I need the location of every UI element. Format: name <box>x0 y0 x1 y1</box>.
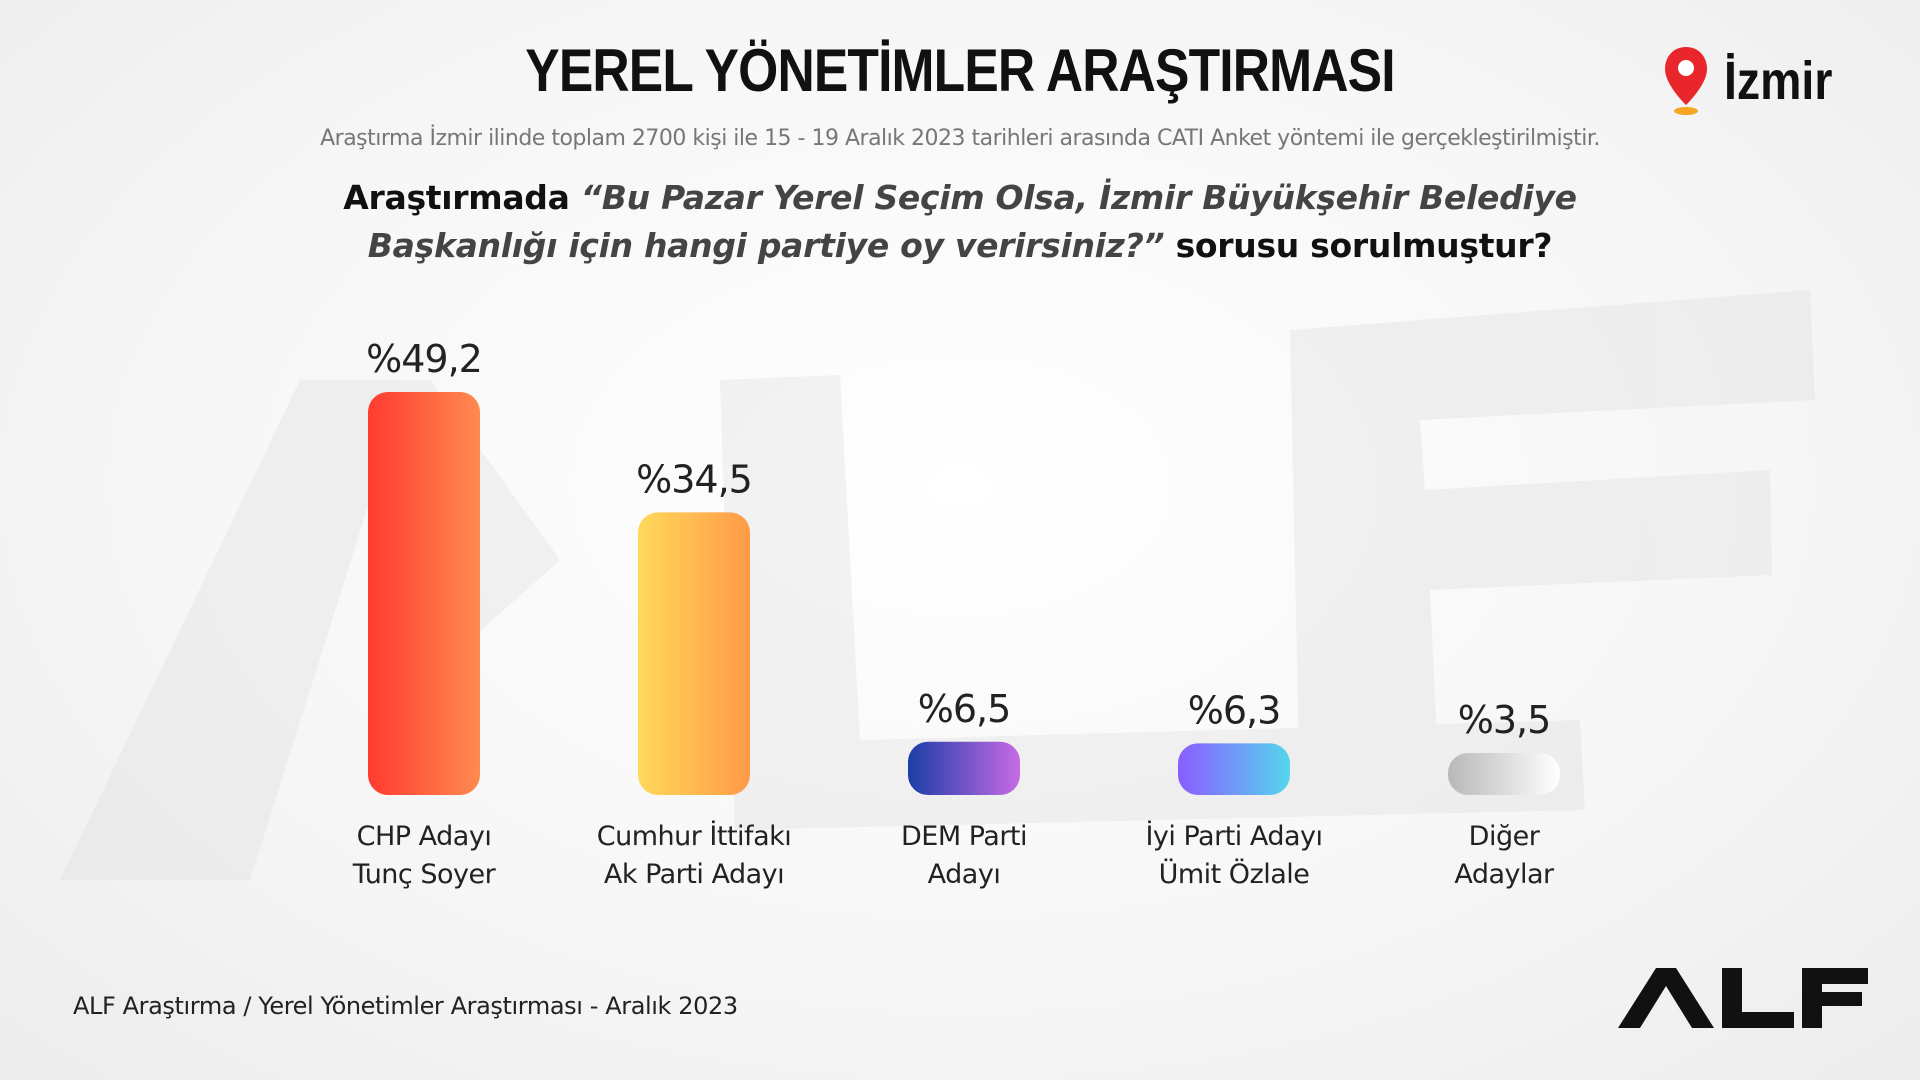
city-name: İzmir <box>1724 51 1833 111</box>
category-label-1-1: Ak Parti Adayı <box>604 859 784 890</box>
category-label-1-0: Cumhur İttifakı <box>597 820 792 852</box>
alf-logo <box>1618 968 1868 1028</box>
bar-0 <box>368 392 480 795</box>
city-badge: İzmir <box>1662 44 1850 118</box>
bar-4 <box>1448 753 1560 795</box>
survey-subtitle: Araştırma İzmir ilinde toplam 2700 kişi … <box>320 126 1600 151</box>
survey-question: Araştırmada “Bu Pazar Yerel Seçim Olsa, … <box>0 174 1920 270</box>
category-label-3-1: Ümit Özlale <box>1159 858 1310 890</box>
footer-source: ALF Araştırma / Yerel Yönetimler Araştır… <box>73 992 738 1020</box>
page-title: YEREL YÖNETİMLER ARAŞTIRMASI <box>525 37 1395 104</box>
location-pin-icon <box>1665 47 1707 115</box>
value-label-3: %6,3 <box>1188 688 1281 732</box>
category-label-0-1: Tunç Soyer <box>352 859 497 890</box>
bar-1 <box>638 512 750 795</box>
question-prefix: Araştırmada <box>343 178 581 217</box>
value-label-4: %3,5 <box>1458 698 1551 742</box>
bar-3 <box>1178 743 1290 795</box>
value-label-1: %34,5 <box>636 457 752 501</box>
value-label-0: %49,2 <box>366 337 482 381</box>
question-quote: “Bu Pazar Yerel Seçim Olsa, İzmir Büyükş… <box>367 178 1577 265</box>
category-label-2-0: DEM Parti <box>901 821 1027 852</box>
bar-2 <box>908 741 1020 795</box>
category-label-4-0: Diğer <box>1469 821 1541 852</box>
category-label-3-0: İyi Parti Adayı <box>1145 820 1322 852</box>
category-label-4-1: Adaylar <box>1454 859 1555 890</box>
value-label-2: %6,5 <box>918 687 1011 731</box>
category-label-0-0: CHP Adayı <box>357 821 492 852</box>
category-label-2-1: Adayı <box>928 859 1001 890</box>
question-suffix: sorusu sorulmuştur? <box>1164 226 1553 265</box>
